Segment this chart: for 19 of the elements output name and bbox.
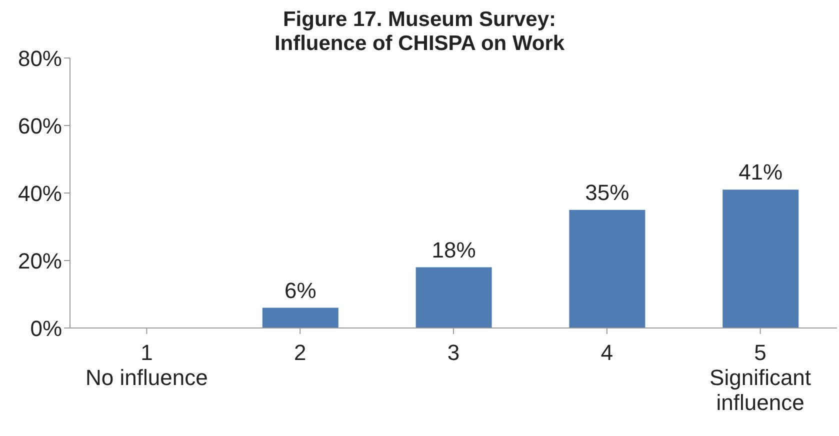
y-tick-label: 20% [18,248,62,274]
x-tick-label: 5 Significant influence [710,340,812,415]
data-label: 41% [738,160,783,185]
y-tick-label: 40% [18,180,62,206]
y-tick-label: 80% [18,46,62,71]
x-tick-label: 4 [600,340,614,365]
data-label: 35% [585,180,630,205]
data-label: 18% [432,237,476,262]
x-tick-label: 2 [294,340,306,365]
bar [722,190,799,328]
chart-title: Figure 17. Museum Survey: Influence of CHISPA on Work [273,8,566,55]
x-tick-label: 3 [447,340,460,365]
bar [262,308,338,328]
y-tick-label: 0% [30,316,62,341]
x-tick-label: 1 No influence [86,340,208,390]
bar [416,267,492,328]
data-label: 6% [284,278,316,303]
bar [569,210,646,328]
y-tick-label: 60% [18,113,62,138]
